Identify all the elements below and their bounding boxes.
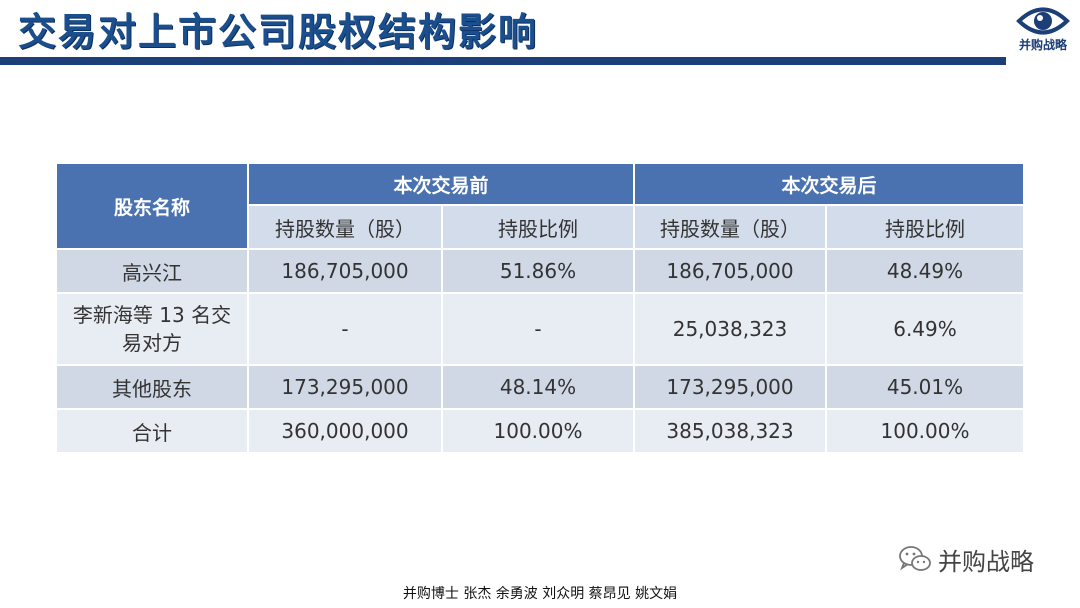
after-pct: 100.00% (827, 410, 1023, 452)
subheader-before-pct: 持股比例 (443, 206, 633, 248)
table-header-row: 股东名称 本次交易前 本次交易后 (57, 164, 1023, 248)
header-shareholder-name: 股东名称 (57, 164, 247, 248)
before-pct: 100.00% (443, 410, 633, 452)
table-row: 高兴江 186,705,000 51.86% 186,705,000 48.49… (57, 250, 1023, 292)
before-pct: - (443, 294, 633, 364)
shareholder-name: 合计 (57, 410, 247, 452)
table-row: 李新海等 13 名交易对方 - - 25,038,323 6.49% (57, 294, 1023, 364)
header-before-transaction: 本次交易前 (249, 164, 633, 204)
after-qty: 186,705,000 (635, 250, 825, 292)
shareholding-table: 股东名称 本次交易前 本次交易后 持股数量（股） 持股比例 持股数量（股） 持股… (55, 162, 1025, 454)
subheader-before-qty: 持股数量（股） (249, 206, 441, 248)
before-pct: 48.14% (443, 366, 633, 408)
shareholder-name: 李新海等 13 名交易对方 (72, 303, 232, 355)
logo-text: 并购战略 (1018, 38, 1067, 52)
brand-logo: 并购战略 (1008, 2, 1078, 66)
header-after-transaction: 本次交易后 (635, 164, 1023, 204)
shareholder-name: 其他股东 (57, 366, 247, 408)
after-pct: 45.01% (827, 366, 1023, 408)
footer-authors: 并购博士 张杰 余勇波 刘众明 蔡昂见 姚文娟 (402, 586, 678, 602)
after-qty: 385,038,323 (635, 410, 825, 452)
after-pct: 48.49% (827, 250, 1023, 292)
page-title: 交易对上市公司股权结构影响 (18, 10, 539, 54)
after-pct: 6.49% (827, 294, 1023, 364)
before-pct: 51.86% (443, 250, 633, 292)
shareholder-name-cell: 李新海等 13 名交易对方 (57, 294, 247, 364)
eye-icon (1016, 7, 1070, 35)
subheader-after-qty: 持股数量（股） (635, 206, 825, 248)
table-row-total: 合计 360,000,000 100.00% 385,038,323 100.0… (57, 410, 1023, 452)
table-subheader-row: 持股数量（股） 持股比例 持股数量（股） 持股比例 (57, 206, 1023, 248)
after-qty: 25,038,323 (635, 294, 825, 364)
after-qty: 173,295,000 (635, 366, 825, 408)
shareholder-name: 高兴江 (57, 250, 247, 292)
before-qty: - (249, 294, 441, 364)
table-row: 其他股东 173,295,000 48.14% 173,295,000 45.0… (57, 366, 1023, 408)
before-qty: 173,295,000 (249, 366, 441, 408)
wechat-icon (899, 546, 931, 571)
wechat-account-name: 并购战略 (938, 547, 1034, 576)
title-divider (0, 57, 1006, 65)
before-qty: 360,000,000 (249, 410, 441, 452)
before-qty: 186,705,000 (249, 250, 441, 292)
wechat-watermark: 并购战略 (898, 540, 1034, 578)
subheader-after-pct: 持股比例 (827, 206, 1023, 248)
